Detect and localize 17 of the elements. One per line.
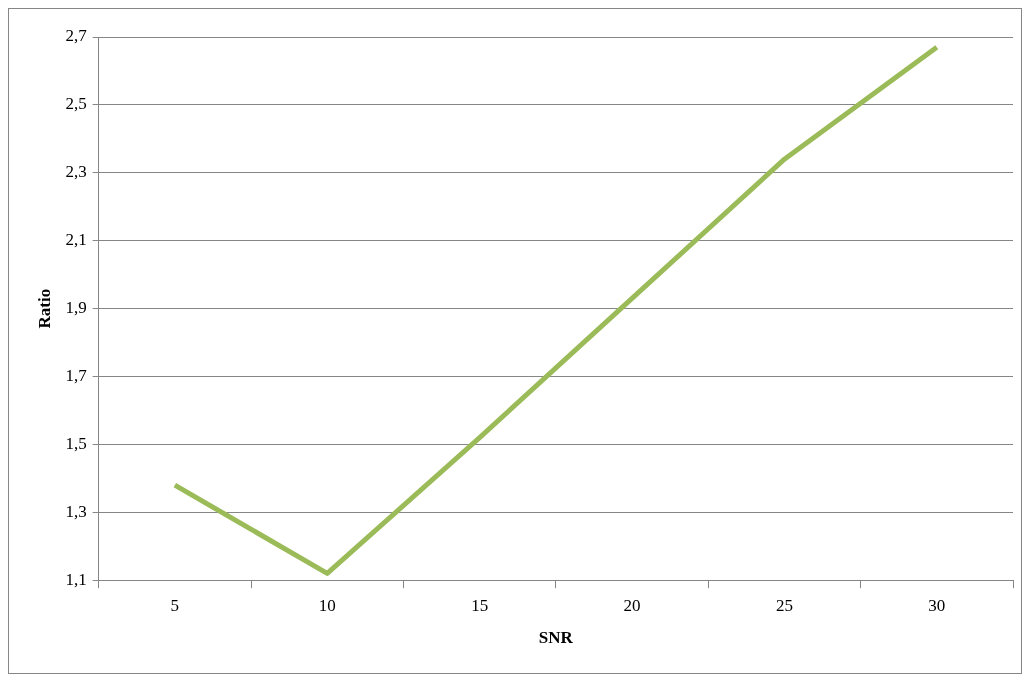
x-tick-label: 20	[623, 595, 641, 615]
y-tick-label: 1,7	[65, 365, 88, 385]
y-axis-title: Ratio	[34, 288, 54, 329]
y-tick-label: 1,1	[65, 569, 87, 589]
y-tick-label: 2,7	[65, 26, 88, 46]
y-tick-label: 2,5	[65, 94, 87, 114]
y-tick-label: 1,5	[65, 433, 87, 453]
x-tick-label: 10	[318, 595, 336, 615]
y-tick-label: 1,3	[65, 501, 87, 521]
y-tick-label: 1,9	[65, 298, 87, 318]
x-tick-label: 15	[471, 595, 489, 615]
x-tick-label: 25	[775, 595, 793, 615]
y-tick-label: 2,3	[65, 162, 87, 182]
x-tick-label: 5	[170, 595, 180, 615]
y-tick-label: 2,1	[65, 230, 87, 250]
x-axis-title: SNR	[538, 628, 574, 648]
x-tick-label: 30	[928, 595, 946, 615]
